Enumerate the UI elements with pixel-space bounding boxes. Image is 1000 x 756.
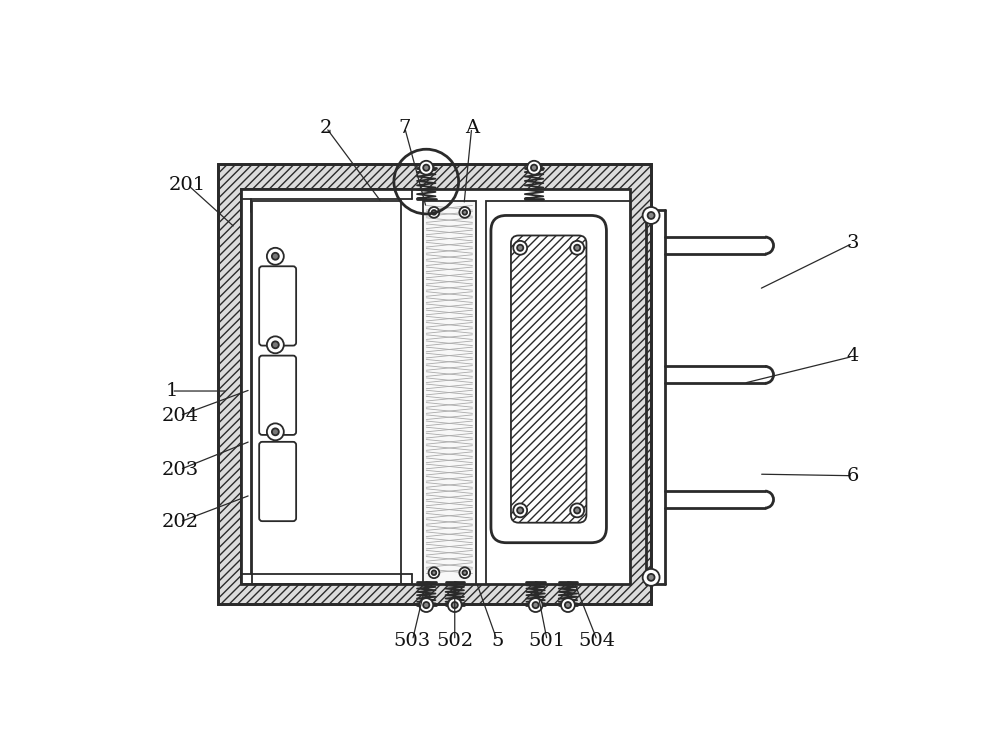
Bar — [218, 164, 651, 604]
Text: 2: 2 — [320, 119, 332, 137]
Text: A: A — [465, 119, 479, 137]
FancyBboxPatch shape — [259, 442, 296, 521]
Circle shape — [574, 245, 580, 251]
Circle shape — [419, 161, 433, 175]
Circle shape — [462, 571, 467, 575]
Circle shape — [272, 342, 279, 349]
Text: 203: 203 — [161, 460, 198, 479]
Text: 7: 7 — [399, 119, 411, 137]
Bar — [665, 237, 765, 254]
Circle shape — [448, 598, 462, 612]
Circle shape — [429, 567, 439, 578]
Circle shape — [432, 210, 436, 215]
Circle shape — [570, 241, 584, 255]
Circle shape — [267, 248, 284, 265]
Text: 5: 5 — [491, 631, 503, 649]
Text: 504: 504 — [579, 631, 616, 649]
FancyBboxPatch shape — [259, 266, 296, 345]
Circle shape — [561, 598, 575, 612]
Circle shape — [513, 503, 527, 517]
Circle shape — [462, 210, 467, 215]
FancyBboxPatch shape — [259, 355, 296, 435]
Text: 4: 4 — [847, 347, 859, 365]
Circle shape — [459, 567, 470, 578]
Bar — [486, 201, 630, 584]
Bar — [423, 201, 476, 584]
Text: 204: 204 — [161, 407, 198, 425]
Circle shape — [643, 207, 660, 224]
Circle shape — [517, 245, 523, 251]
FancyBboxPatch shape — [491, 215, 606, 543]
Bar — [665, 491, 765, 508]
Circle shape — [423, 602, 429, 608]
Circle shape — [423, 165, 429, 171]
Circle shape — [531, 165, 537, 171]
Circle shape — [429, 207, 439, 218]
Text: 502: 502 — [436, 631, 473, 649]
Circle shape — [272, 253, 279, 260]
Circle shape — [272, 429, 279, 435]
Circle shape — [432, 571, 436, 575]
Circle shape — [517, 507, 523, 513]
Circle shape — [643, 569, 660, 586]
Circle shape — [459, 207, 470, 218]
Bar — [241, 189, 630, 584]
Circle shape — [648, 574, 655, 581]
Text: 201: 201 — [169, 175, 206, 194]
Bar — [218, 164, 651, 604]
Text: 503: 503 — [394, 631, 431, 649]
Circle shape — [452, 602, 458, 608]
Circle shape — [529, 598, 543, 612]
Circle shape — [648, 212, 655, 219]
Circle shape — [565, 602, 571, 608]
Text: 6: 6 — [847, 466, 859, 485]
Circle shape — [513, 241, 527, 255]
Text: 3: 3 — [847, 234, 859, 253]
Text: 202: 202 — [161, 513, 198, 531]
Circle shape — [570, 503, 584, 517]
Circle shape — [267, 336, 284, 353]
Text: 501: 501 — [529, 631, 566, 649]
Bar — [665, 367, 765, 383]
Text: 1: 1 — [165, 382, 178, 400]
Circle shape — [574, 507, 580, 513]
Bar — [252, 201, 401, 584]
Circle shape — [419, 598, 433, 612]
Circle shape — [527, 161, 541, 175]
Circle shape — [533, 602, 539, 608]
Circle shape — [267, 423, 284, 440]
